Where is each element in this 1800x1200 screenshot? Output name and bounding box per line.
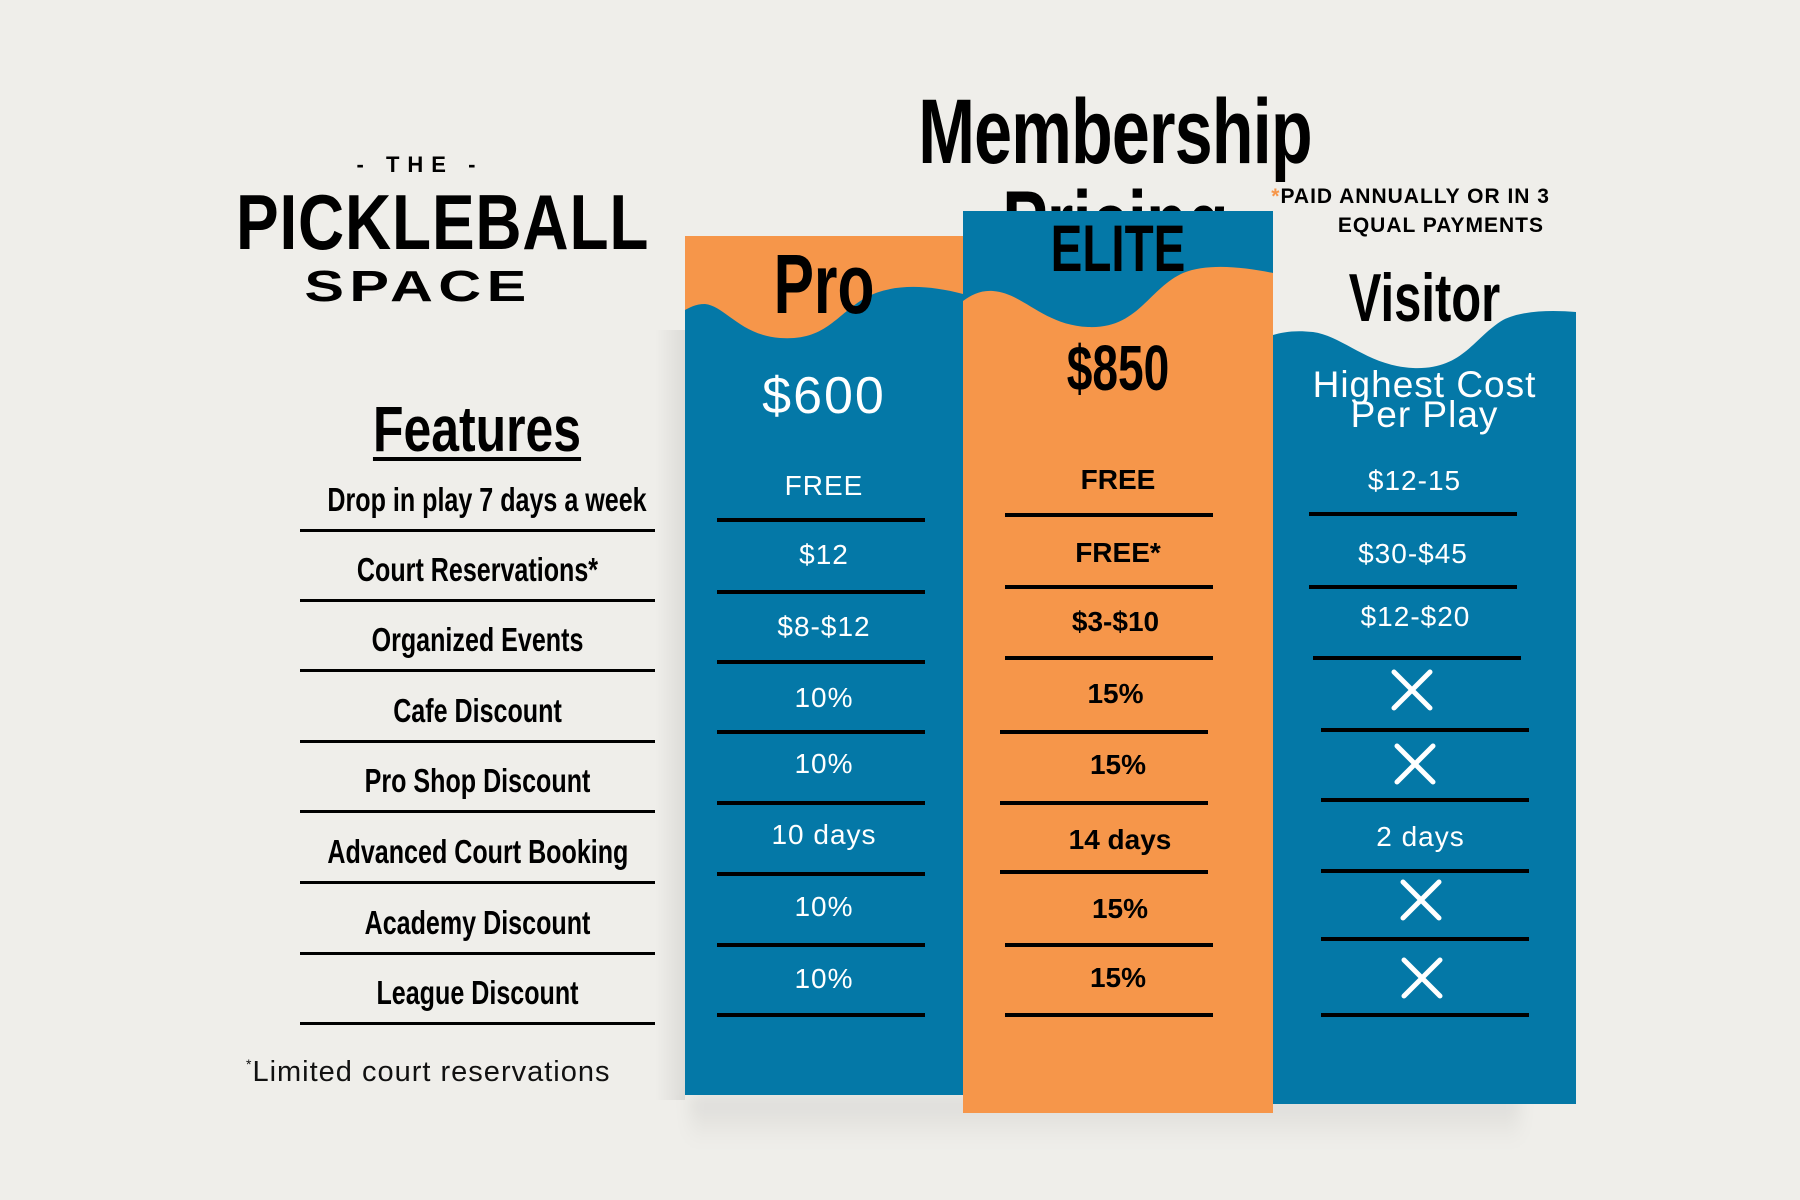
wave-shape (1273, 240, 1576, 369)
cell-value: $8-$12 (777, 611, 871, 642)
footnote: *Limited court reservations (246, 1056, 656, 1089)
logo-name: PICKLEBALL (235, 178, 650, 266)
divider (1321, 728, 1529, 732)
feature-row: Court Reservations* (300, 532, 655, 602)
plan-name: Visitor (1348, 260, 1501, 336)
cell-value: $12-15 (1367, 465, 1462, 496)
feature-label: Organized Events (371, 621, 584, 658)
divider (1321, 1013, 1529, 1017)
divider (1005, 513, 1213, 517)
cell-value: 10% (794, 682, 854, 713)
divider (717, 872, 925, 876)
divider (1005, 656, 1213, 660)
divider (1005, 943, 1213, 947)
not-included (1273, 878, 1569, 927)
note-line-2: EQUAL PAYMENTS (1337, 214, 1544, 237)
cell-value: $12 (799, 539, 849, 570)
cell-value: 2 days (1376, 821, 1465, 852)
feature-label: Court Reservations* (356, 551, 599, 588)
feature-row: Cafe Discount (300, 673, 655, 743)
cell-value: FREE (784, 470, 864, 501)
divider (1321, 937, 1529, 941)
cell-value: 15% (1091, 893, 1149, 924)
divider (1321, 798, 1529, 802)
divider (717, 660, 925, 664)
cell-value: 14 days (1068, 824, 1172, 855)
cell-value: $3-$10 (1071, 606, 1160, 637)
feature-label: Pro Shop Discount (364, 762, 591, 799)
cell-value: 15% (1087, 678, 1144, 709)
feature-label: Advanced Court Booking (327, 833, 629, 870)
cell-value: FREE* (1075, 537, 1161, 568)
feature-row: Organized Events (300, 602, 655, 672)
feature-row: League Discount (300, 955, 655, 1025)
note-line-1: PAID ANNUALLY OR IN 3 (1280, 185, 1550, 208)
price-line-1: Highest Cost (1312, 364, 1537, 405)
cell-value: 10% (794, 963, 854, 994)
footnote-text: Limited court reservations (252, 1056, 611, 1088)
wave-shape (963, 211, 1273, 328)
cell-value: FREE (1080, 464, 1156, 495)
divider (1321, 869, 1529, 873)
note-asterisk: * (1271, 185, 1281, 208)
divider (1309, 512, 1517, 516)
features-heading: Features (372, 393, 582, 465)
feature-row: Advanced Court Booking (300, 814, 655, 884)
cell-value: 15% (1089, 962, 1147, 993)
feature-label: Academy Discount (364, 904, 591, 941)
plan-column-pro: Pro $600 FREE $12 $8-$12 10% 10% 10 days… (685, 236, 963, 1095)
divider (717, 801, 925, 805)
divider (1313, 656, 1521, 660)
plan-name: ELITE (1050, 211, 1186, 285)
feature-label: Drop in play 7 days a week (327, 481, 647, 518)
divider (1000, 870, 1208, 874)
feature-row: Drop in play 7 days a week (300, 462, 655, 532)
x-icon (1394, 743, 1436, 785)
cell-value: $30-$45 (1358, 538, 1468, 569)
divider (1000, 801, 1208, 805)
feature-label: Cafe Discount (393, 692, 562, 729)
footnote-mark: * (246, 1056, 253, 1072)
cell-value: 10% (794, 891, 854, 922)
plan-price: Highest Cost Per Play (1273, 364, 1576, 435)
price-line-2: Per Play (1350, 394, 1499, 435)
x-icon (1400, 879, 1442, 921)
cell-value: 10% (794, 748, 854, 779)
divider (1005, 1013, 1213, 1017)
wave-shape (685, 236, 963, 339)
feature-row: Pro Shop Discount (300, 743, 655, 813)
logo-the: - THE - (356, 152, 484, 177)
not-included (1273, 956, 1571, 1005)
x-icon (1401, 957, 1443, 999)
divider (1000, 730, 1208, 734)
feature-label: League Discount (376, 974, 579, 1011)
plan-column-visitor: Visitor Highest Cost Per Play $12-15 $30… (1273, 240, 1576, 1104)
payment-note: *PAID ANNUALLY OR IN 3 EQUAL PAYMENTS (1190, 182, 1550, 240)
divider (717, 943, 925, 947)
feature-row: Academy Discount (300, 885, 655, 955)
logo-space: SPACE (304, 262, 532, 311)
cell-value: 10 days (771, 819, 877, 850)
divider (717, 590, 925, 594)
divider (1309, 585, 1517, 589)
divider (717, 730, 925, 734)
column-side-shadow (655, 330, 685, 1100)
not-included (1273, 668, 1551, 717)
divider (717, 518, 925, 522)
divider (1005, 585, 1213, 589)
x-icon (1391, 669, 1433, 711)
divider (717, 1013, 925, 1017)
plan-price: $600 (762, 367, 886, 425)
plan-name: Pro (773, 237, 875, 331)
not-included (1273, 742, 1557, 791)
cell-value: $12-$20 (1360, 601, 1471, 632)
cell-value: 15% (1089, 749, 1147, 780)
plan-price: $850 (1066, 332, 1170, 404)
plan-column-elite: ELITE $850 FREE FREE* $3-$10 15% 15% 14 … (963, 211, 1273, 1113)
